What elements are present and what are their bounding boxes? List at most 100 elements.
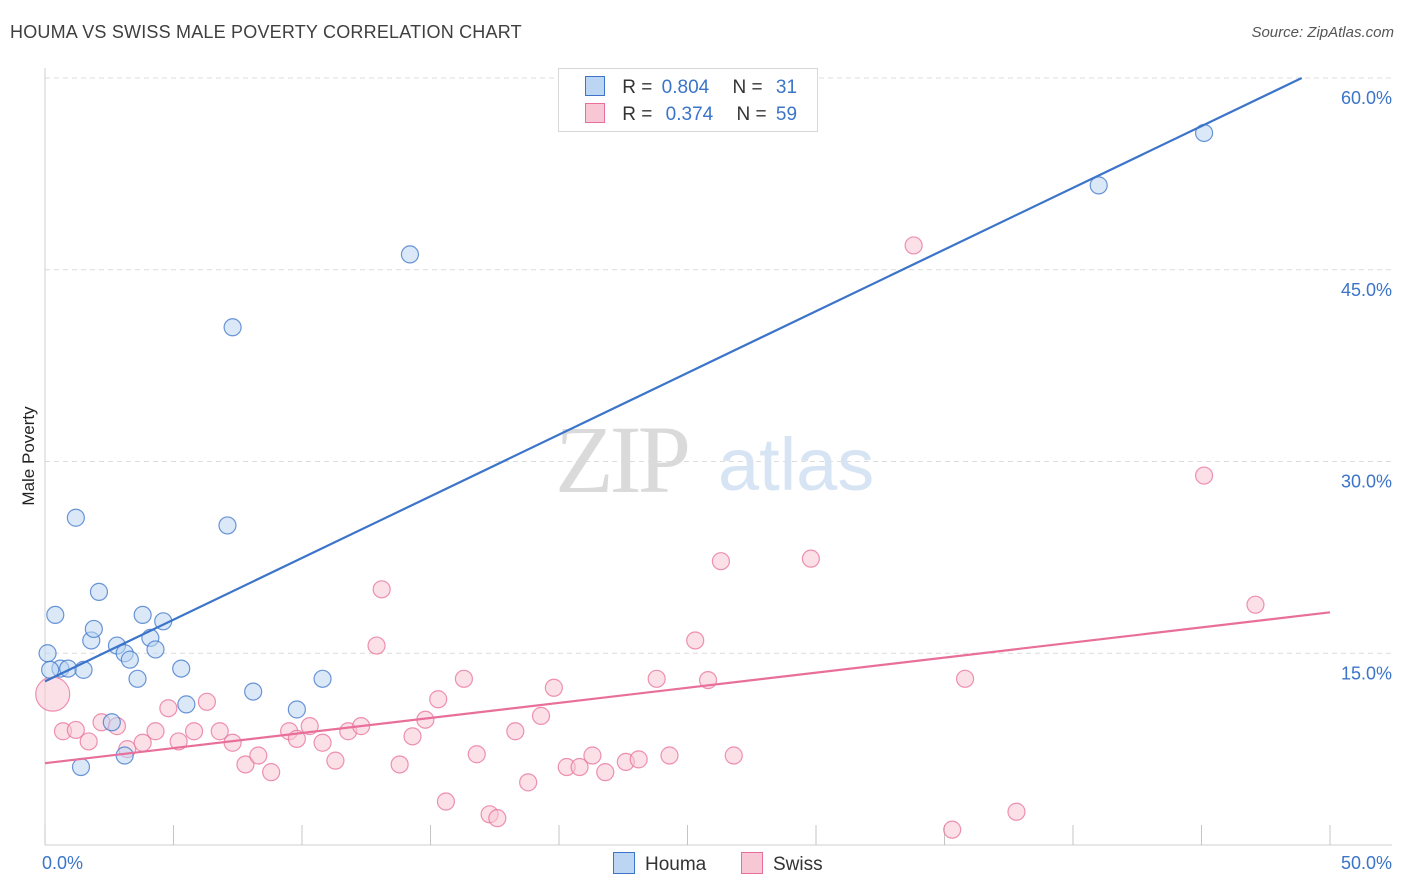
houma-point-28 xyxy=(1089,176,1108,195)
swiss-point-43 xyxy=(596,763,615,782)
houma-point-24 xyxy=(244,682,263,701)
houma-point-14 xyxy=(120,650,139,669)
tick-labels: 15.0% 30.0% 45.0% 60.0% 0.0% 50.0% xyxy=(42,88,1392,873)
swiss-point-0 xyxy=(35,676,71,712)
houma-point-16 xyxy=(133,605,152,625)
swiss-trend-line xyxy=(44,611,1331,765)
houma-legend-label: Houma xyxy=(645,854,707,875)
y-tick-label-0: 15.0% xyxy=(1341,663,1392,683)
swiss-point-36 xyxy=(506,722,525,741)
swiss-point-37 xyxy=(519,773,538,792)
y-axis-label: Male Poverty xyxy=(19,406,38,506)
y-tick-label-3: 60.0% xyxy=(1341,88,1392,108)
swiss-point-53 xyxy=(904,236,923,255)
correlation-legend: R = 0.804 N = 31 R = 0.374 N = 59 xyxy=(558,68,818,132)
houma-r-label: R = xyxy=(622,77,653,98)
swiss-point-54 xyxy=(943,820,962,839)
swiss-point-32 xyxy=(454,669,474,688)
swiss-point-33 xyxy=(467,745,486,764)
chart-title: HOUMA VS SWISS MALE POVERTY CORRELATION … xyxy=(10,22,522,42)
swiss-n-value: 59 xyxy=(775,104,798,125)
swiss-point-52 xyxy=(801,549,820,568)
houma-point-25 xyxy=(287,700,306,719)
swiss-point-46 xyxy=(647,669,666,688)
y-tick-label-1: 30.0% xyxy=(1341,472,1392,492)
swiss-point-39 xyxy=(544,678,563,697)
swiss-point-31 xyxy=(436,792,456,811)
swiss-point-11 xyxy=(184,722,204,741)
y-tick-label-2: 45.0% xyxy=(1341,280,1392,300)
houma-point-23 xyxy=(223,318,242,337)
swiss-point-41 xyxy=(570,757,589,777)
bottom-legend-swiss: Swiss xyxy=(741,852,823,876)
houma-trend-line xyxy=(44,77,1303,683)
bottom-legend-houma: Houma xyxy=(613,852,706,876)
houma-point-5 xyxy=(71,757,91,777)
houma-point-0 xyxy=(38,644,57,663)
swiss-point-42 xyxy=(583,746,602,765)
houma-point-15 xyxy=(128,669,147,688)
swiss-point-28 xyxy=(403,727,422,746)
houma-point-1 xyxy=(46,605,65,625)
swiss-point-8 xyxy=(146,722,165,741)
legend-row-swiss: R = 0.374 N = 59 xyxy=(585,103,797,127)
houma-point-21 xyxy=(177,695,196,714)
swiss-point-48 xyxy=(686,631,705,650)
swiss-r-label: R = xyxy=(622,104,653,125)
watermark-atlas: atlas xyxy=(718,423,874,506)
houma-r-value: 0.804 xyxy=(661,77,710,98)
swiss-point-50 xyxy=(711,552,731,571)
swiss-point-57 xyxy=(1194,466,1214,485)
swiss-point-30 xyxy=(429,690,448,709)
houma-point-4 xyxy=(66,508,85,527)
swiss-point-26 xyxy=(372,580,391,599)
swiss-point-12 xyxy=(197,692,217,711)
swiss-point-25 xyxy=(367,636,386,655)
swiss-point-16 xyxy=(249,746,268,765)
houma-n-value: 31 xyxy=(775,77,798,98)
swiss-point-27 xyxy=(390,755,409,774)
swiss-point-9 xyxy=(159,699,178,718)
swiss-point-10 xyxy=(169,732,188,751)
swiss-point-17 xyxy=(262,763,281,782)
swiss-point-45 xyxy=(629,750,648,769)
swiss-legend-label: Swiss xyxy=(773,854,823,875)
houma-legend-swatch xyxy=(613,852,635,874)
x-tick-label-0: 0.0% xyxy=(42,853,83,873)
trend-lines xyxy=(44,77,1331,765)
houma-point-9 xyxy=(89,582,109,601)
swiss-point-22 xyxy=(326,751,345,770)
swiss-point-55 xyxy=(955,669,975,688)
swiss-legend-swatch xyxy=(741,852,763,874)
swiss-point-3 xyxy=(79,732,98,751)
houma-swatch xyxy=(585,76,605,96)
swiss-point-38 xyxy=(531,706,551,725)
swiss-r-value: 0.374 xyxy=(665,104,714,125)
houma-series xyxy=(38,123,1214,777)
swiss-point-47 xyxy=(660,746,679,765)
legend-row-houma: R = 0.804 N = 31 xyxy=(585,76,797,100)
swiss-n-label: N = xyxy=(736,104,767,125)
watermark-zip: ZIP xyxy=(555,406,688,513)
houma-n-label: N = xyxy=(732,77,763,98)
watermark: ZIP atlas xyxy=(555,406,874,513)
swiss-series xyxy=(35,236,1265,839)
houma-point-8 xyxy=(84,619,103,639)
houma-point-27 xyxy=(400,245,420,264)
houma-point-26 xyxy=(313,669,332,688)
x-tick-label-1: 50.0% xyxy=(1341,853,1392,873)
swiss-point-15 xyxy=(236,755,255,774)
houma-point-22 xyxy=(218,516,237,535)
swiss-point-58 xyxy=(1246,595,1265,614)
houma-point-18 xyxy=(146,640,165,659)
swiss-point-35 xyxy=(488,809,507,828)
houma-point-10 xyxy=(102,713,121,732)
swiss-point-13 xyxy=(210,722,229,741)
source-label: Source: ZipAtlas.com xyxy=(1251,24,1394,41)
swiss-point-56 xyxy=(1007,802,1026,821)
swiss-point-20 xyxy=(300,717,319,736)
swiss-swatch xyxy=(585,103,605,123)
swiss-point-21 xyxy=(313,733,332,752)
swiss-point-51 xyxy=(724,746,743,765)
